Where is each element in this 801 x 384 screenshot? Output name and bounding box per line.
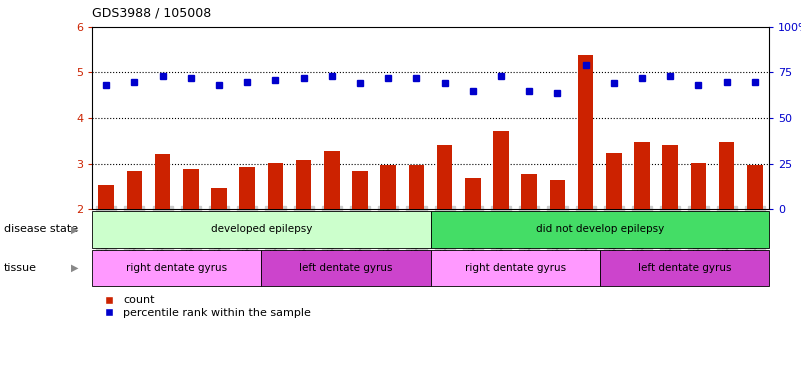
Bar (549, 180, 566, 209)
Text: ▶: ▶ (71, 263, 78, 273)
Legend: count, percentile rank within the sample: count, percentile rank within the sample (98, 295, 311, 318)
Bar (600, 250, 769, 286)
Bar (430, 250, 600, 286)
Text: left dentate gyrus: left dentate gyrus (300, 263, 392, 273)
Bar (155, 154, 171, 209)
Bar (183, 169, 199, 209)
Bar (92, 250, 261, 286)
Text: did not develop epilepsy: did not develop epilepsy (536, 224, 664, 235)
Bar (296, 160, 312, 209)
Text: right dentate gyrus: right dentate gyrus (127, 263, 227, 273)
Bar (324, 151, 340, 209)
Bar (92, 211, 430, 248)
Bar (634, 142, 650, 209)
Text: disease state: disease state (4, 224, 78, 235)
Text: right dentate gyrus: right dentate gyrus (465, 263, 566, 273)
Bar (99, 185, 114, 209)
Bar (380, 165, 396, 209)
Text: left dentate gyrus: left dentate gyrus (638, 263, 731, 273)
Text: tissue: tissue (4, 263, 37, 273)
Bar (127, 171, 142, 209)
Bar (719, 142, 735, 209)
Bar (465, 178, 481, 209)
Bar (690, 163, 706, 209)
Text: GDS3988 / 105008: GDS3988 / 105008 (92, 6, 211, 19)
Bar (409, 165, 425, 209)
Bar (239, 167, 255, 209)
Text: ▶: ▶ (71, 224, 78, 235)
Bar (268, 163, 284, 209)
Bar (606, 153, 622, 209)
Bar (662, 144, 678, 209)
Bar (493, 131, 509, 209)
Bar (578, 55, 594, 209)
Bar (261, 250, 430, 286)
Bar (747, 165, 763, 209)
Bar (211, 188, 227, 209)
Bar (430, 211, 769, 248)
Bar (521, 174, 537, 209)
Text: developed epilepsy: developed epilepsy (211, 224, 312, 235)
Bar (352, 171, 368, 209)
Bar (437, 144, 453, 209)
